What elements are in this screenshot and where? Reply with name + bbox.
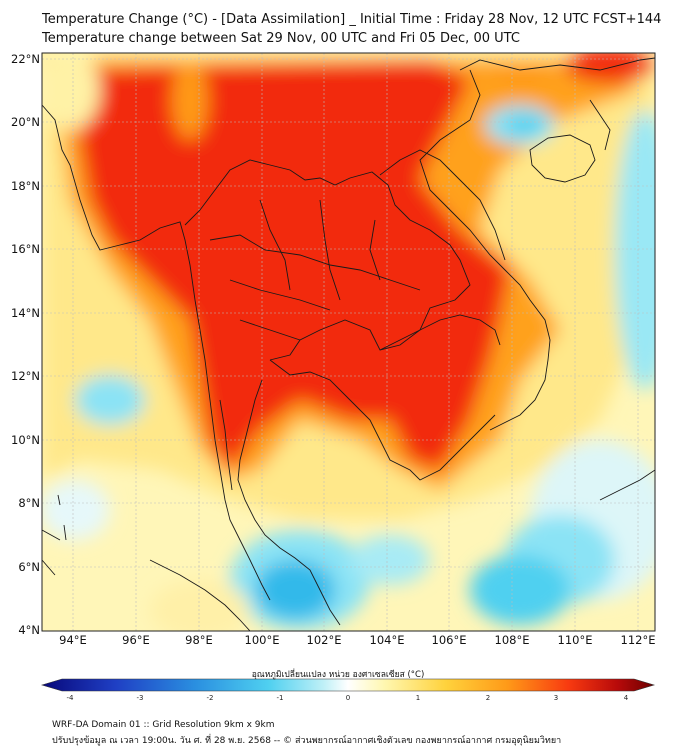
lat-label: 12°N: [11, 369, 40, 383]
colorbar-tick: -1: [277, 694, 284, 702]
lon-label: 98°E: [185, 633, 213, 647]
lon-label: 96°E: [122, 633, 150, 647]
lon-label: 102°E: [307, 633, 342, 647]
colorbar: -4 -3 -2 -1 0 1 2 3 4: [40, 678, 656, 702]
map-title: Temperature Change (°C) - [Data Assimila…: [42, 12, 662, 27]
lat-label: 14°N: [11, 306, 40, 320]
coastlines-borders: [42, 57, 655, 631]
colorbar-tick: 4: [624, 694, 629, 702]
lon-labels: 94°E 96°E 98°E 100°E 102°E 104°E 106°E 1…: [59, 633, 655, 647]
lon-label: 112°E: [621, 633, 656, 647]
lat-label: 8°N: [18, 496, 40, 510]
colorbar-bar: [40, 678, 656, 692]
lat-label: 16°N: [11, 242, 40, 256]
lon-label: 94°E: [59, 633, 87, 647]
colorbar-tick: 0: [346, 694, 350, 702]
lat-label: 18°N: [11, 179, 40, 193]
plot-frame: [41, 52, 656, 632]
colorbar-tick: 3: [554, 694, 558, 702]
lat-labels: 22°N 20°N 18°N 16°N 14°N 12°N 10°N 8°N 6…: [11, 52, 40, 637]
lat-label: 4°N: [18, 623, 40, 637]
footer-model-info: WRF-DA Domain 01 :: Grid Resolution 9km …: [52, 720, 275, 730]
lat-lon-grid: [42, 53, 655, 631]
colorbar-tick: -2: [207, 694, 214, 702]
footer-credit: ปรับปรุงข้อมูล ณ เวลา 19:00น. วัน ศ. ที่…: [52, 736, 562, 746]
lon-label: 106°E: [432, 633, 467, 647]
map-subtitle: Temperature change between Sat 29 Nov, 0…: [42, 31, 520, 46]
lon-label: 110°E: [558, 633, 593, 647]
colorbar-tick: -3: [137, 694, 144, 702]
lat-label: 10°N: [11, 433, 40, 447]
lat-label: 20°N: [11, 115, 40, 129]
lat-label: 22°N: [11, 52, 40, 66]
colorbar-tick: 1: [416, 694, 420, 702]
colorbar-ticks: -4 -3 -2 -1 0 1 2 3 4: [67, 694, 629, 702]
lon-label: 100°E: [245, 633, 280, 647]
colorbar-label: อุณหภูมิเปลี่ยนแปลง หน่วย องศาเซลเซียส (…: [251, 670, 425, 680]
lon-label: 108°E: [495, 633, 530, 647]
lon-label: 104°E: [370, 633, 405, 647]
lat-label: 6°N: [18, 560, 40, 574]
colorbar-tick: -4: [67, 694, 75, 702]
temperature-field: [42, 53, 655, 631]
colorbar-tick: 2: [486, 694, 490, 702]
